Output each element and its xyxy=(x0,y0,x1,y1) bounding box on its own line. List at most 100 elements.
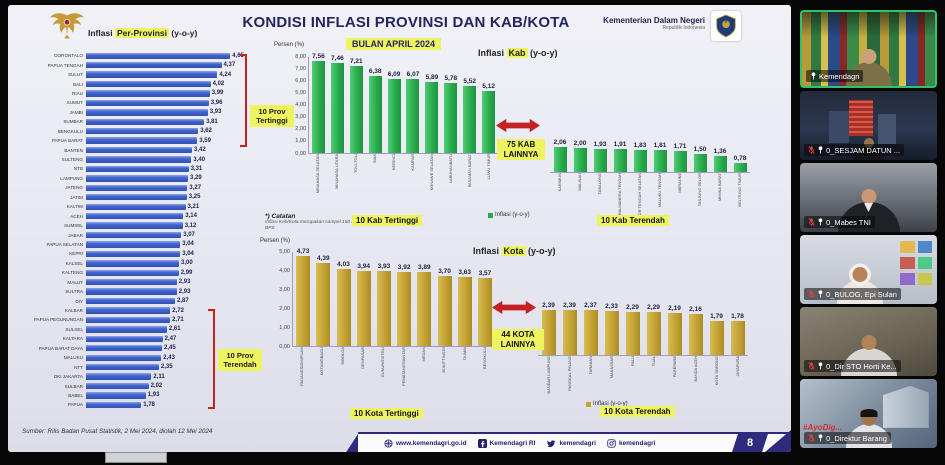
y-axis-tick: 3,00 xyxy=(279,286,290,293)
province-value: 2,02 xyxy=(150,383,163,390)
province-value: 3,27 xyxy=(189,184,202,191)
province-label: SULTENG xyxy=(61,157,83,163)
province-label: MALUT xyxy=(67,279,83,285)
bar-value: 1,36 xyxy=(713,147,727,155)
bar-slot: 1,83 xyxy=(630,142,650,172)
province-value: 3,29 xyxy=(190,175,202,182)
province-row: GORONTALO 4,65 xyxy=(10,51,262,60)
bar-value: 5,89 xyxy=(425,73,439,81)
province-bar xyxy=(86,156,192,163)
province-bar xyxy=(86,345,162,352)
bar-value: 2,29 xyxy=(626,303,639,311)
y-axis-tick: 3,00 xyxy=(295,114,306,121)
bar-slot: 3,93 xyxy=(374,263,394,346)
presentation-slide: Inflasi Per-Provinsi (y-o-y) KONDISI INF… xyxy=(8,5,791,452)
instagram-icon xyxy=(607,438,616,448)
participant-tile[interactable]: Kemendagri xyxy=(800,10,937,88)
facebook-link[interactable]: Kemendagri RI xyxy=(477,438,535,448)
kota-chart-title: Inflasi Kota (y-o-y) xyxy=(473,246,556,256)
y-axis-tick: 6,00 xyxy=(295,77,306,84)
participant-tile[interactable]: 0_SESJAM DATUN ... xyxy=(800,91,937,160)
kota-axis-unit: Persen (%) xyxy=(260,238,291,244)
bar-value: 0,78 xyxy=(733,154,747,162)
province-row: KALTENG 2,99 xyxy=(10,268,262,277)
bar-slot: 2,33 xyxy=(601,303,622,355)
twitter-icon xyxy=(547,439,556,447)
province-label: PAPUA BARAT DAYA xyxy=(38,345,83,351)
province-label: ACEH xyxy=(70,213,83,219)
mic-muted-icon xyxy=(808,434,815,442)
bar-value: 3,92 xyxy=(397,263,411,271)
category-label: LABUHANBATU xyxy=(447,154,453,184)
province-bar xyxy=(86,231,182,239)
bar-value: 3,93 xyxy=(377,263,391,271)
bar-slot: 7,46 xyxy=(328,55,347,153)
y-axis-tick: 2,00 xyxy=(295,126,306,133)
province-value: 3,81 xyxy=(206,118,218,125)
kab-top-label: 10 Kab Tertinggi xyxy=(352,215,423,226)
province-row: PAPUA TENGAH 4,37 xyxy=(10,60,262,69)
province-row: LAMPUNG 3,29 xyxy=(10,174,262,183)
bar xyxy=(482,90,496,153)
y-axis-tick: 4,00 xyxy=(279,267,290,274)
province-value: 3,42 xyxy=(194,147,206,154)
province-bar xyxy=(86,297,175,305)
website-link[interactable]: www.kemendagri.go.id xyxy=(384,438,467,448)
bar xyxy=(296,256,311,346)
province-value: 2,87 xyxy=(177,298,189,305)
bar-slot: 1,79 xyxy=(706,313,727,355)
category-label: BENGKULU xyxy=(481,347,487,370)
category-label: TANJUNG SELOR xyxy=(697,173,702,207)
bar xyxy=(376,271,391,346)
participant-tile[interactable]: #AyoDig... 0_Direktur Barang xyxy=(800,379,937,448)
province-value: 3,96 xyxy=(210,99,223,106)
province-bar xyxy=(86,269,179,276)
province-bar xyxy=(86,165,189,173)
province-bar xyxy=(86,373,152,380)
participant-tile[interactable]: 0_Dir STO Horti Ke... xyxy=(800,307,937,376)
bar-slot: 4,73 xyxy=(293,248,313,346)
bar-value: 6,38 xyxy=(368,67,382,75)
province-label: BABEL xyxy=(68,392,83,398)
province-bar xyxy=(86,118,205,125)
category-label: DUMAI xyxy=(461,347,467,360)
bar-slot: 2,39 xyxy=(538,302,559,355)
bar-value: 6,09 xyxy=(387,71,401,79)
bar xyxy=(316,262,331,346)
bar-slot: 3,92 xyxy=(394,263,414,346)
bar-slot: 7,21 xyxy=(347,58,366,153)
province-label: KALBAR xyxy=(64,308,83,314)
province-bar xyxy=(86,316,170,324)
category-label: PASAMAN BARAT xyxy=(466,154,472,188)
province-row: NTT 2,35 xyxy=(10,362,262,371)
province-label: KALTIM xyxy=(66,204,83,210)
province-label: PAPUA SELATAN xyxy=(46,241,83,247)
participant-name: 0_BULOG, Epi Sulan xyxy=(804,288,901,300)
bar-slot: 2,29 xyxy=(643,304,664,355)
participant-tile[interactable]: 0_BULOG, Epi Sulan xyxy=(800,235,937,304)
bar xyxy=(562,309,577,355)
bar-slot: 1,71 xyxy=(670,143,690,172)
province-bar xyxy=(86,109,208,116)
province-row: BABEL 1,93 xyxy=(10,391,262,400)
bar xyxy=(625,311,640,355)
province-label: BALI xyxy=(73,81,83,87)
province-bar xyxy=(86,99,209,107)
bar-slot: 2,06 xyxy=(550,139,570,172)
province-label: MALUKU xyxy=(63,355,83,361)
bar xyxy=(613,148,627,172)
province-label: SUMSEL xyxy=(64,223,83,229)
province-bar xyxy=(86,326,167,333)
category-label: LUWU TIMUR xyxy=(485,154,491,180)
province-bar xyxy=(86,175,188,182)
kota-gap-arrow-icon xyxy=(492,300,536,315)
province-bar xyxy=(86,61,222,69)
twitter-link[interactable]: kemendagri xyxy=(546,439,596,448)
bar xyxy=(397,271,412,346)
pin-icon xyxy=(818,434,823,442)
category-label: KONAWE SELATAN xyxy=(428,154,434,191)
participant-tile[interactable]: 0_Mabes TNI xyxy=(800,163,937,232)
province-label: NTB xyxy=(73,166,83,172)
instagram-link[interactable]: kemendagri xyxy=(607,438,655,448)
bar-slot: 6,09 xyxy=(385,71,404,153)
